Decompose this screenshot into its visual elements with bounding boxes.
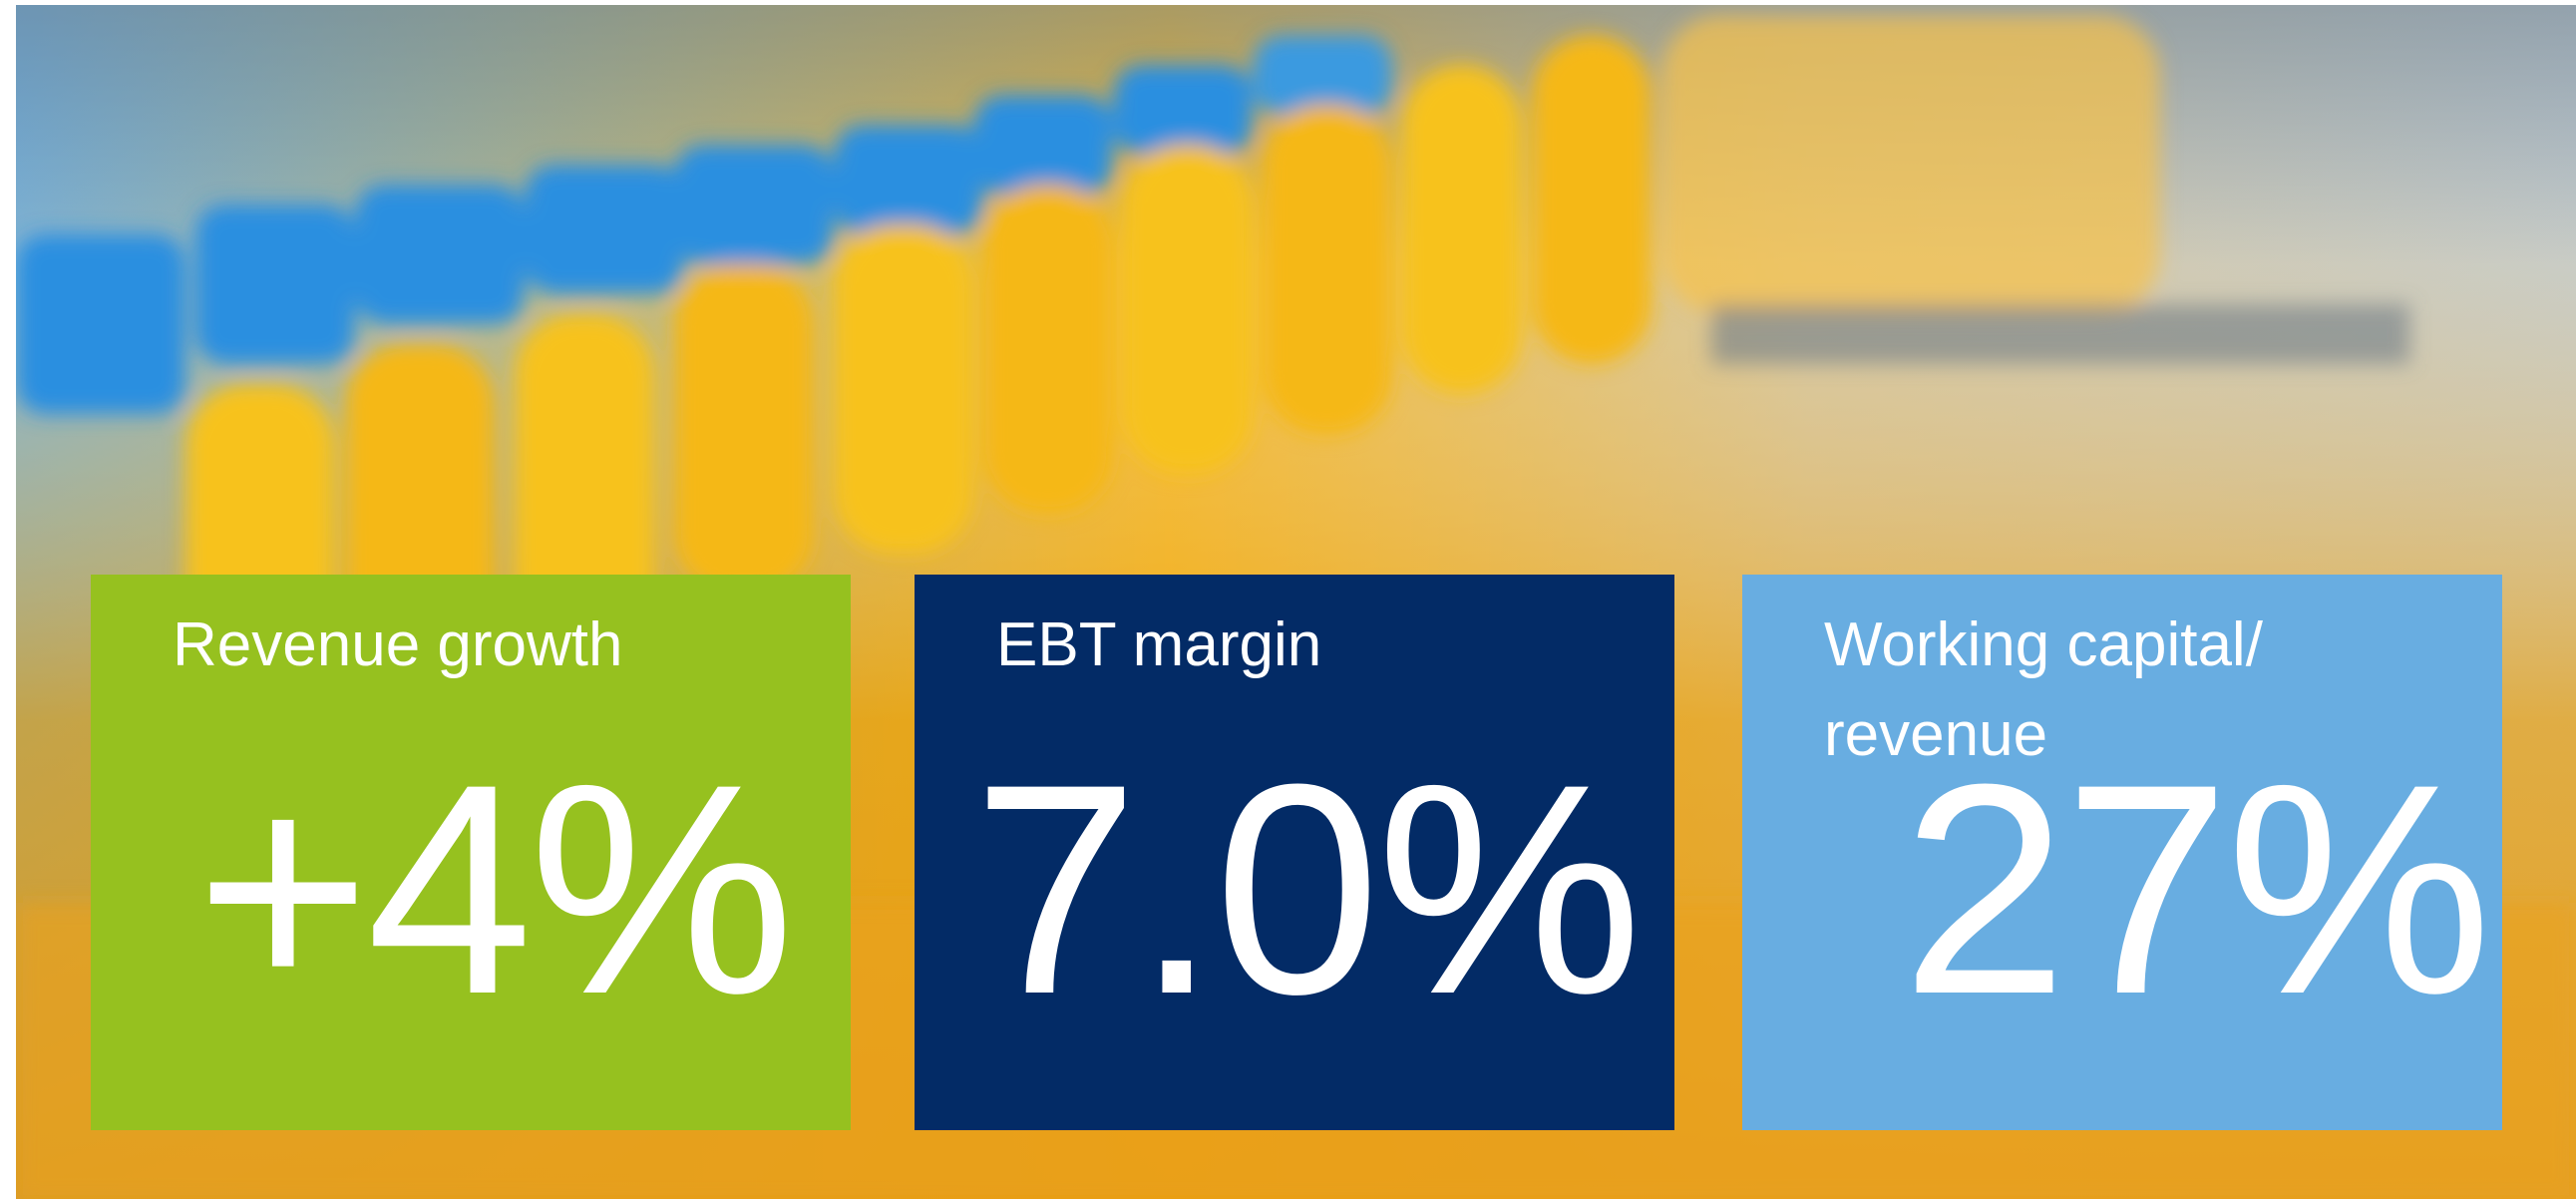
kpi-label: Working capital/ revenue <box>1824 610 2263 769</box>
kpi-value: 27% <box>1901 721 2492 1056</box>
kpi-label: Revenue growth <box>173 610 623 679</box>
kpi-value: 7.0% <box>972 721 1643 1056</box>
kpi-card: Working capital/ revenue 27% <box>1742 575 2502 1130</box>
kpi-card: EBT margin 7.0% <box>915 575 1674 1130</box>
kpi-label: EBT margin <box>996 610 1322 679</box>
kpi-card: Revenue growth +4% <box>91 575 851 1130</box>
kpi-value: +4% <box>195 721 795 1056</box>
